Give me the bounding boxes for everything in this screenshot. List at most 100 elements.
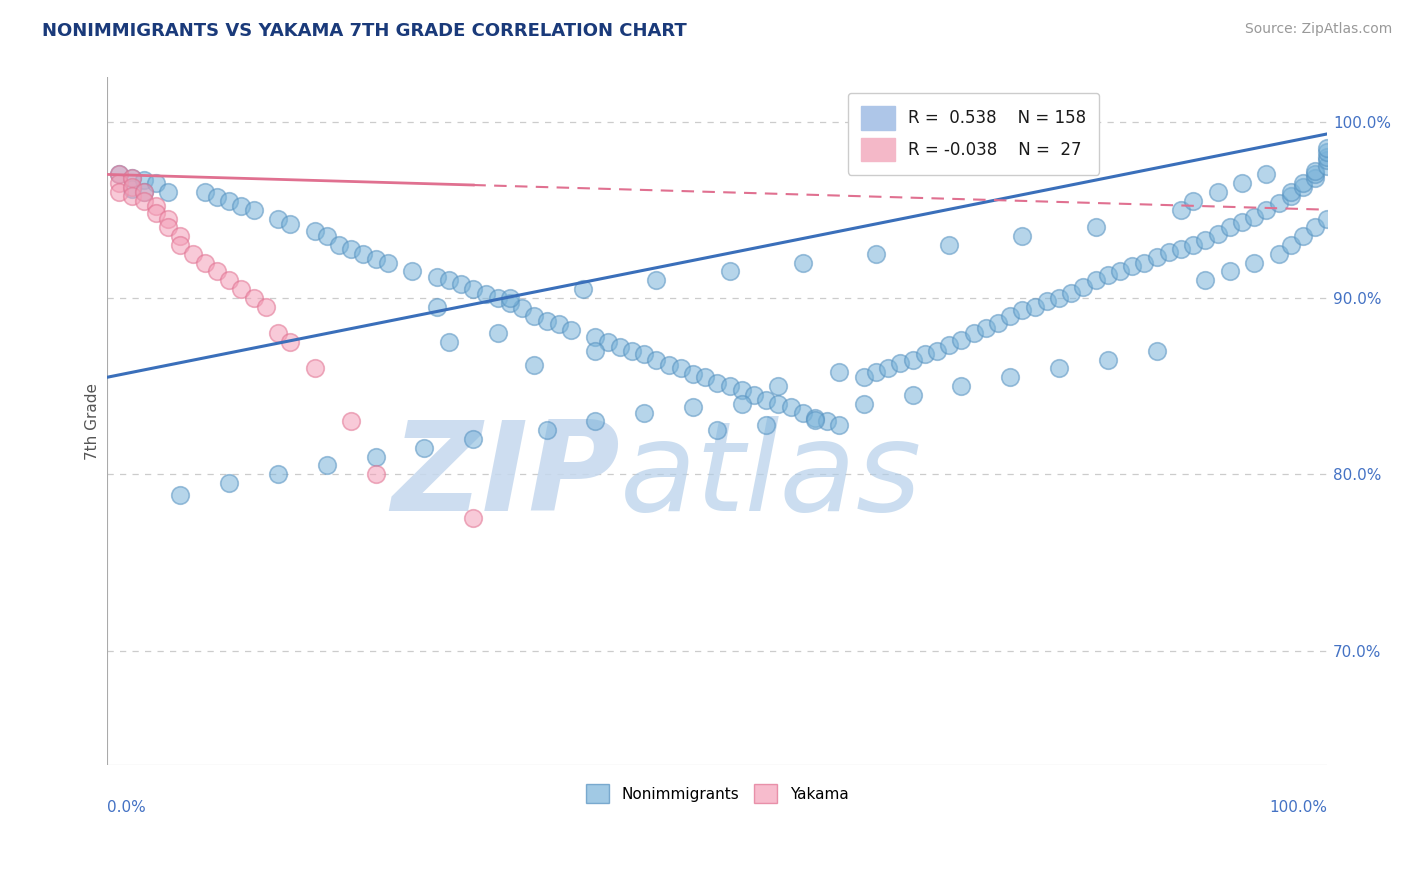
Point — [889, 356, 911, 370]
Y-axis label: 7th Grade: 7th Grade — [86, 383, 100, 460]
Point — [169, 238, 191, 252]
Point — [669, 361, 692, 376]
Point — [1084, 273, 1107, 287]
Point — [486, 291, 509, 305]
Point — [1133, 255, 1156, 269]
Point — [1267, 195, 1289, 210]
Point — [194, 255, 217, 269]
Point — [1292, 176, 1315, 190]
Point — [633, 347, 655, 361]
Point — [1256, 168, 1278, 182]
Point — [1182, 238, 1205, 252]
Point — [755, 393, 778, 408]
Point — [426, 300, 449, 314]
Point — [486, 326, 509, 340]
Point — [768, 379, 790, 393]
Point — [792, 405, 814, 419]
Point — [1194, 233, 1216, 247]
Point — [1024, 300, 1046, 314]
Point — [108, 168, 131, 182]
Point — [731, 397, 754, 411]
Point — [536, 314, 558, 328]
Point — [804, 412, 827, 426]
Point — [315, 229, 337, 244]
Point — [815, 414, 838, 428]
Text: NONIMMIGRANTS VS YAKAMA 7TH GRADE CORRELATION CHART: NONIMMIGRANTS VS YAKAMA 7TH GRADE CORREL… — [42, 22, 688, 40]
Point — [121, 181, 143, 195]
Point — [962, 326, 984, 340]
Point — [596, 334, 619, 349]
Legend: R =  0.538    N = 158, R = -0.038    N =  27: R = 0.538 N = 158, R = -0.038 N = 27 — [848, 93, 1099, 175]
Point — [315, 458, 337, 473]
Point — [1256, 202, 1278, 217]
Point — [1146, 343, 1168, 358]
Point — [609, 340, 631, 354]
Point — [157, 220, 180, 235]
Point — [583, 343, 606, 358]
Point — [1073, 280, 1095, 294]
Point — [987, 316, 1010, 330]
Point — [218, 476, 240, 491]
Text: atlas: atlas — [620, 416, 922, 537]
Point — [731, 383, 754, 397]
Point — [340, 242, 363, 256]
Point — [828, 417, 851, 432]
Point — [1097, 352, 1119, 367]
Point — [231, 282, 253, 296]
Point — [1157, 245, 1180, 260]
Point — [463, 432, 485, 446]
Point — [1316, 150, 1339, 164]
Point — [267, 326, 290, 340]
Point — [547, 318, 569, 332]
Point — [121, 171, 143, 186]
Point — [169, 229, 191, 244]
Point — [157, 185, 180, 199]
Point — [901, 388, 924, 402]
Point — [231, 199, 253, 213]
Point — [437, 334, 460, 349]
Text: ZIP: ZIP — [391, 416, 620, 537]
Point — [657, 358, 679, 372]
Point — [194, 185, 217, 199]
Point — [1303, 171, 1326, 186]
Point — [938, 238, 960, 252]
Point — [510, 301, 533, 316]
Point — [1109, 264, 1132, 278]
Point — [706, 376, 728, 390]
Point — [865, 365, 887, 379]
Point — [1011, 303, 1033, 318]
Point — [938, 338, 960, 352]
Point — [828, 365, 851, 379]
Point — [950, 333, 973, 347]
Point — [523, 309, 546, 323]
Point — [950, 379, 973, 393]
Point — [1219, 264, 1241, 278]
Point — [328, 238, 350, 252]
Point — [278, 334, 301, 349]
Point — [1011, 229, 1033, 244]
Point — [852, 397, 875, 411]
Point — [1060, 285, 1083, 300]
Point — [242, 202, 264, 217]
Point — [695, 370, 717, 384]
Point — [413, 441, 436, 455]
Point — [1146, 250, 1168, 264]
Point — [499, 291, 522, 305]
Point — [583, 414, 606, 428]
Point — [742, 388, 765, 402]
Point — [1316, 211, 1339, 226]
Point — [1279, 185, 1302, 199]
Point — [914, 347, 936, 361]
Point — [205, 264, 228, 278]
Point — [536, 423, 558, 437]
Point — [145, 199, 167, 213]
Text: Source: ZipAtlas.com: Source: ZipAtlas.com — [1244, 22, 1392, 37]
Point — [974, 321, 997, 335]
Point — [218, 194, 240, 208]
Point — [205, 190, 228, 204]
Point — [1194, 273, 1216, 287]
Point — [267, 211, 290, 226]
Point — [242, 291, 264, 305]
Point — [1243, 255, 1265, 269]
Point — [1206, 185, 1229, 199]
